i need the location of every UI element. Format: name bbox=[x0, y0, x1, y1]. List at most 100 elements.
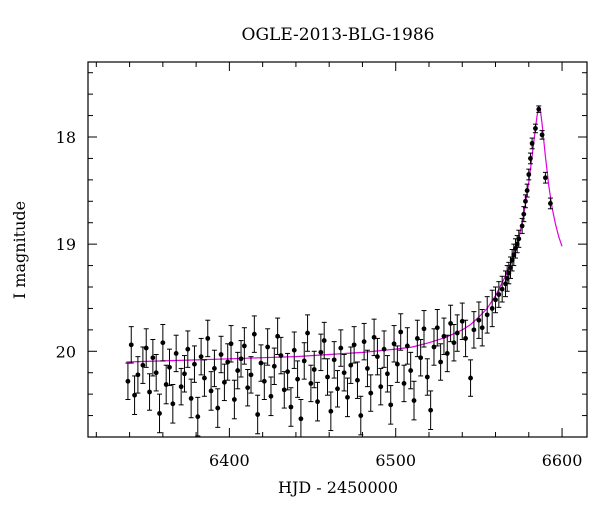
point-marker bbox=[192, 361, 197, 367]
point-marker bbox=[454, 330, 460, 336]
point-marker bbox=[371, 334, 377, 340]
point-marker bbox=[351, 342, 357, 348]
x-tick-label: 6600 bbox=[542, 451, 583, 470]
chart-title: OGLE-2013-BLG-1986 bbox=[242, 25, 435, 45]
point-marker bbox=[308, 381, 314, 386]
data-point bbox=[228, 325, 234, 363]
data-point bbox=[275, 317, 281, 355]
data-point bbox=[221, 363, 227, 402]
data-point bbox=[328, 391, 334, 432]
point-marker bbox=[521, 211, 527, 217]
model-curve bbox=[126, 105, 563, 363]
point-marker bbox=[281, 387, 287, 393]
data-point bbox=[354, 361, 360, 399]
data-point bbox=[381, 330, 387, 368]
point-marker bbox=[188, 396, 194, 401]
point-marker bbox=[128, 342, 134, 348]
data-point bbox=[181, 355, 187, 393]
data-point bbox=[401, 364, 407, 403]
point-marker bbox=[543, 175, 548, 181]
data-point bbox=[245, 369, 251, 407]
data-point bbox=[384, 355, 390, 393]
model-curve-layer bbox=[126, 105, 563, 363]
data-point bbox=[404, 327, 410, 365]
data-point bbox=[201, 359, 207, 397]
data-point bbox=[378, 367, 384, 406]
point-marker bbox=[421, 326, 427, 332]
point-marker bbox=[548, 201, 553, 206]
data-point bbox=[315, 381, 321, 422]
point-marker bbox=[163, 382, 169, 387]
data-point bbox=[374, 337, 380, 376]
x-tick-label: 6400 bbox=[209, 451, 250, 470]
data-point bbox=[398, 313, 404, 351]
point-marker bbox=[160, 340, 166, 346]
data-point bbox=[231, 379, 237, 420]
data-point bbox=[335, 370, 340, 408]
data-point bbox=[532, 123, 538, 134]
point-marker bbox=[170, 401, 176, 407]
data-point bbox=[255, 394, 261, 435]
data-point bbox=[431, 328, 437, 366]
data-point bbox=[305, 314, 311, 352]
data-point bbox=[459, 302, 465, 340]
data-point bbox=[438, 343, 444, 381]
data-point bbox=[338, 329, 344, 367]
point-marker bbox=[295, 376, 300, 382]
point-marker bbox=[408, 368, 414, 373]
point-marker bbox=[489, 306, 495, 311]
data-point bbox=[218, 335, 224, 374]
point-marker bbox=[404, 343, 410, 349]
point-marker bbox=[468, 375, 473, 381]
point-marker bbox=[132, 392, 137, 398]
point-marker bbox=[225, 359, 231, 365]
point-marker bbox=[463, 336, 468, 341]
y-axis-label: I magnitude bbox=[10, 201, 29, 299]
point-marker bbox=[375, 354, 380, 360]
data-point bbox=[527, 152, 533, 165]
point-marker bbox=[228, 341, 234, 347]
point-marker bbox=[212, 366, 217, 371]
point-marker bbox=[368, 390, 374, 396]
data-point bbox=[308, 364, 314, 403]
data-point bbox=[271, 347, 277, 385]
data-point bbox=[371, 318, 377, 357]
point-marker bbox=[311, 367, 317, 372]
point-marker bbox=[241, 343, 247, 349]
data-point bbox=[157, 393, 163, 434]
data-point bbox=[150, 339, 156, 377]
data-point bbox=[132, 375, 138, 415]
point-marker bbox=[325, 374, 330, 380]
data-point bbox=[358, 395, 364, 436]
data-point bbox=[463, 319, 469, 358]
point-marker bbox=[414, 336, 420, 341]
data-point bbox=[479, 309, 485, 347]
point-marker bbox=[516, 236, 522, 242]
point-marker bbox=[221, 379, 227, 385]
point-marker bbox=[185, 346, 191, 352]
point-marker bbox=[150, 355, 156, 361]
point-marker bbox=[202, 375, 207, 381]
data-point bbox=[135, 356, 141, 394]
data-point bbox=[348, 346, 354, 384]
data-point bbox=[454, 314, 460, 352]
data-point bbox=[434, 309, 440, 347]
data-point bbox=[238, 340, 244, 378]
point-marker bbox=[338, 345, 344, 351]
data-point bbox=[311, 350, 317, 389]
data-points-layer bbox=[125, 105, 553, 438]
data-point bbox=[278, 336, 284, 375]
point-marker bbox=[536, 106, 542, 112]
data-point bbox=[499, 275, 505, 303]
point-marker bbox=[167, 364, 172, 370]
data-point bbox=[167, 348, 173, 387]
point-marker bbox=[471, 327, 477, 333]
point-marker bbox=[341, 370, 347, 376]
point-marker bbox=[268, 393, 274, 399]
point-marker bbox=[381, 346, 387, 352]
data-point bbox=[341, 354, 347, 392]
data-point bbox=[489, 289, 495, 328]
point-marker bbox=[305, 330, 310, 336]
point-marker bbox=[524, 188, 530, 193]
point-marker bbox=[529, 141, 535, 146]
